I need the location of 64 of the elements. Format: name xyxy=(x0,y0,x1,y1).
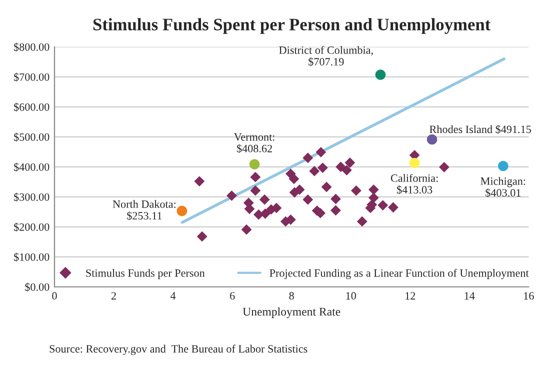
y-tick-label: $700.00 xyxy=(14,72,50,82)
point xyxy=(409,158,420,168)
point xyxy=(342,164,352,176)
point xyxy=(244,204,255,214)
point xyxy=(368,184,379,195)
point xyxy=(176,206,188,216)
point xyxy=(350,185,362,196)
annotation: California: $413.03 xyxy=(390,174,438,194)
point xyxy=(309,166,320,176)
point xyxy=(302,194,314,205)
point xyxy=(336,162,346,172)
x-tick-label: 14 xyxy=(464,292,475,300)
y-tick-label: $100.00 xyxy=(14,252,50,262)
point xyxy=(194,176,205,186)
x-tick-label: 8 xyxy=(289,292,294,300)
point xyxy=(498,160,508,172)
point xyxy=(259,194,270,205)
legend-label: Stimulus Funds per Person xyxy=(86,268,205,280)
point xyxy=(368,192,379,203)
x-tick-label: 10 xyxy=(346,292,356,300)
point xyxy=(426,134,438,145)
y-tick-label: $200.00 xyxy=(14,222,50,232)
point xyxy=(260,208,270,219)
point xyxy=(344,157,356,168)
point xyxy=(378,200,388,210)
point xyxy=(196,231,208,242)
point xyxy=(438,162,450,172)
point xyxy=(321,182,332,192)
point xyxy=(356,216,368,227)
x-tick-label: 2 xyxy=(111,292,116,300)
point xyxy=(249,159,260,170)
point xyxy=(375,70,386,80)
x-tick-label: 0 xyxy=(52,292,57,300)
point xyxy=(250,172,261,182)
annotation: Vermont: $408.62 xyxy=(234,133,274,154)
y-tick-label: $400.00 xyxy=(14,162,50,172)
point xyxy=(226,190,237,201)
point xyxy=(330,194,341,204)
point xyxy=(250,185,261,196)
x-tick-label: 12 xyxy=(406,292,416,300)
x-tick-label: 6 xyxy=(230,292,235,300)
point xyxy=(388,202,398,213)
point xyxy=(316,146,326,158)
annotation: District of Columbia, $707.19 xyxy=(279,46,373,66)
point xyxy=(330,205,341,216)
y-tick-label: $600.00 xyxy=(14,102,50,112)
point xyxy=(302,152,314,164)
legend-label: Projected Funding as a Linear Function of Unemployment xyxy=(270,268,529,280)
y-tick-label: $800.00 xyxy=(14,42,50,52)
chart-title: Stimulus Funds Spent per Person and Unemployment xyxy=(93,18,491,34)
y-tick-label: $300.00 xyxy=(14,192,50,202)
y-tick-label: $0.00 xyxy=(25,282,50,292)
point xyxy=(288,174,300,184)
point xyxy=(241,224,252,235)
x-axis-title: Unemployment Rate xyxy=(242,307,340,318)
annotation: Rhodes Island $491.15 xyxy=(430,124,531,134)
source-note: Source: Recovery.gov and The Bureau of Labor Statistics xyxy=(50,344,308,355)
annotation: Michigan: $403.01 xyxy=(480,177,526,198)
annotation: North Dakota: $253.11 xyxy=(112,200,176,220)
point xyxy=(317,162,328,173)
y-tick-label: $500.00 xyxy=(14,132,50,142)
point xyxy=(294,184,305,195)
x-tick-label: 4 xyxy=(170,292,176,300)
x-tick-label: 16 xyxy=(524,292,534,300)
